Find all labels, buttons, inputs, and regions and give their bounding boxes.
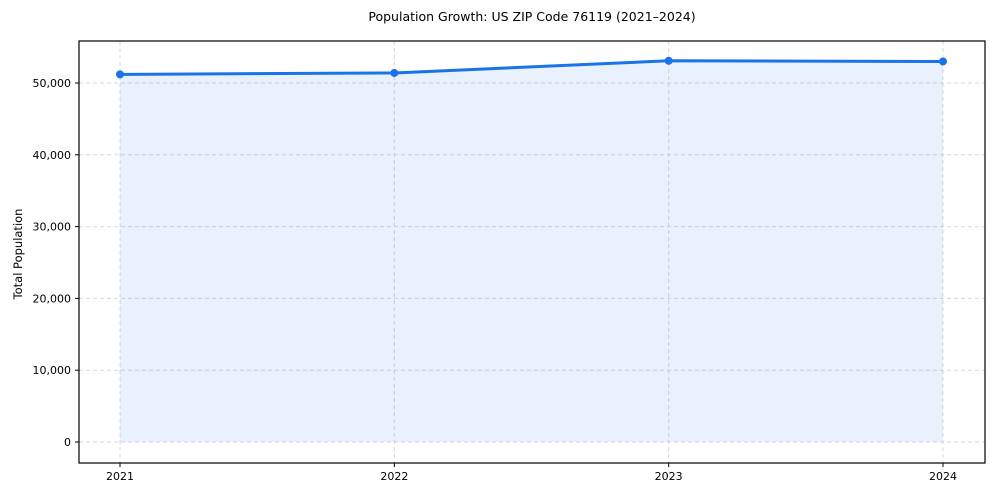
y-tick-label: 50,000 xyxy=(33,77,72,90)
x-tick-label: 2022 xyxy=(380,470,408,483)
data-point xyxy=(664,56,673,65)
chart-title: Population Growth: US ZIP Code 76119 (20… xyxy=(368,9,696,24)
x-tick-label: 2021 xyxy=(106,470,134,483)
y-tick-label: 0 xyxy=(64,436,71,449)
y-tick-label: 20,000 xyxy=(33,292,72,305)
y-tick-label: 40,000 xyxy=(33,149,72,162)
x-tick-label: 2023 xyxy=(655,470,683,483)
plot-border xyxy=(78,40,986,464)
data-line xyxy=(118,59,945,76)
x-tick-label: 2024 xyxy=(929,470,957,483)
area-fill xyxy=(120,60,943,442)
data-point xyxy=(116,70,124,79)
plot-background xyxy=(79,41,985,463)
y-tick-label: 10,000 xyxy=(33,364,72,377)
data-point xyxy=(390,68,399,77)
data-point xyxy=(939,57,947,66)
y-tick-label: 30,000 xyxy=(33,221,72,234)
